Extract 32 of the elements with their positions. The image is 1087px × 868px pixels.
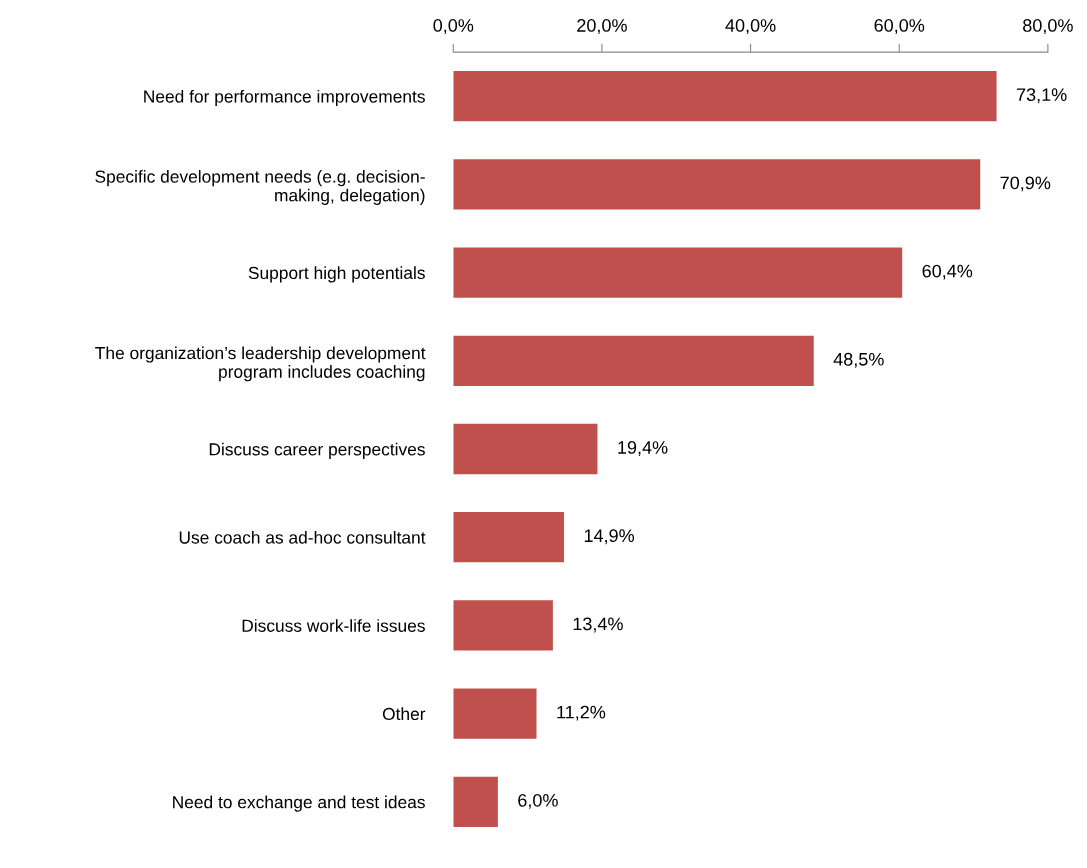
bar [453,600,553,651]
data-label: 14,9% [584,529,635,545]
y-tick-label: Use coach as ad-hoc consultant [179,530,426,544]
bar [453,776,498,827]
data-label: 48,5% [833,352,884,368]
y-tick-label: Discuss career perspectives [209,442,425,459]
y-tick-label: Need to exchange and test ideas [173,795,425,812]
data-label: 6,0% [518,793,558,809]
data-label: 13,4% [573,617,623,633]
x-tick-label: 0,0% [433,19,474,34]
x-tick-label: 80,0% [1023,19,1073,34]
x-tick-label: 40,0% [725,19,776,34]
y-tick-label: Need for performance improvements [144,89,425,107]
bar [453,71,997,122]
y-tick-label: Discuss work-life issues [242,619,425,632]
bar [453,688,537,739]
y-tick-label: The organization’s leadership development program includes coaching [95,346,426,382]
data-label: 11,2% [557,705,606,721]
x-tick-label: 60,0% [874,19,925,34]
x-tick-label: 20,0% [577,19,627,34]
data-label: 19,4% [618,441,668,456]
bar [453,247,903,298]
y-tick-label: Other [382,707,426,721]
data-label: 70,9% [1000,176,1051,192]
data-label: 60,4% [922,264,973,280]
bar [453,335,814,386]
bar [453,512,565,563]
bar [453,159,981,210]
y-tick-label: Specific development needs (e.g. decision- making, delegation) [95,170,425,205]
data-label: 73,1% [1016,88,1067,104]
bar [453,423,598,475]
y-tick-label: Support high potentials [248,266,425,283]
